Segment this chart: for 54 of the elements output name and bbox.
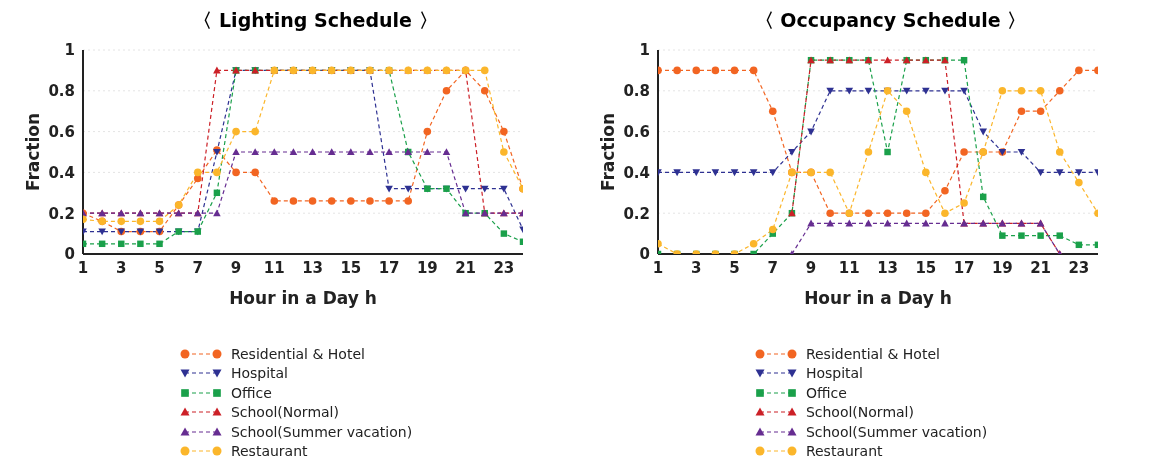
chart-title: 〈 Lighting Schedule 〉: [192, 8, 439, 33]
x-tick-label: 19: [991, 258, 1013, 277]
x-tick-label: 1: [77, 258, 89, 277]
legend-label: Office: [230, 384, 272, 401]
x-tick-label: 23: [493, 258, 515, 277]
y-tick-label: 1: [639, 41, 650, 60]
y-tick-label: 0.2: [623, 204, 650, 223]
y-axis-title: Fraction: [598, 112, 619, 192]
x-axis-title: Hour in a Day h: [804, 288, 952, 308]
y-tick-label: 0: [639, 245, 650, 264]
x-tick-label: 21: [455, 258, 477, 277]
x-tick-label: 5: [729, 258, 740, 277]
x-tick-label: 13: [302, 258, 323, 277]
y-tick-label: 0.8: [48, 82, 75, 101]
y-tick-label: 0.8: [623, 82, 650, 101]
legend-label: School(Summer vacation): [230, 423, 413, 440]
x-tick-label: 1: [652, 258, 664, 277]
y-tick-label: 0.6: [623, 122, 650, 141]
x-tick-label: 19: [416, 258, 438, 277]
x-tick-label: 17: [953, 258, 975, 277]
x-tick-label: 23: [1068, 258, 1090, 277]
legend-label: School(Normal): [230, 404, 339, 421]
x-tick-label: 15: [340, 258, 362, 277]
x-tick-label: 11: [838, 258, 860, 277]
legend-label: School(Normal): [805, 404, 914, 421]
legend-label: Restaurant: [805, 443, 883, 460]
y-tick-label: 0.2: [48, 204, 75, 223]
legend-label: Hospital: [230, 365, 289, 382]
x-tick-label: 5: [154, 258, 165, 277]
y-tick-label: 0: [64, 245, 75, 264]
x-tick-label: 13: [877, 258, 898, 277]
x-axis-title: Hour in a Day h: [229, 288, 377, 308]
y-tick-label: 0.4: [48, 163, 75, 182]
x-tick-label: 7: [767, 258, 778, 277]
legend-label: Office: [805, 384, 847, 401]
chart-title: 〈 Occupancy Schedule 〉: [753, 8, 1028, 33]
y-axis-title: Fraction: [23, 112, 44, 192]
legend-label: Residential & Hotel: [805, 345, 940, 362]
x-tick-label: 21: [1030, 258, 1052, 277]
x-tick-label: 9: [230, 258, 242, 277]
x-tick-label: 9: [805, 258, 817, 277]
legend-label: Residential & Hotel: [230, 345, 365, 362]
x-tick-label: 17: [378, 258, 400, 277]
x-tick-label: 11: [263, 258, 285, 277]
legend-label: School(Summer vacation): [805, 423, 988, 440]
y-tick-label: 0.6: [48, 122, 75, 141]
x-tick-label: 7: [192, 258, 203, 277]
y-tick-label: 1: [64, 41, 75, 60]
x-tick-label: 3: [691, 258, 702, 277]
legend-label: Hospital: [805, 365, 864, 382]
y-tick-label: 0.4: [623, 163, 650, 182]
x-tick-label: 15: [915, 258, 937, 277]
legend-label: Restaurant: [230, 443, 308, 460]
x-tick-label: 3: [116, 258, 127, 277]
